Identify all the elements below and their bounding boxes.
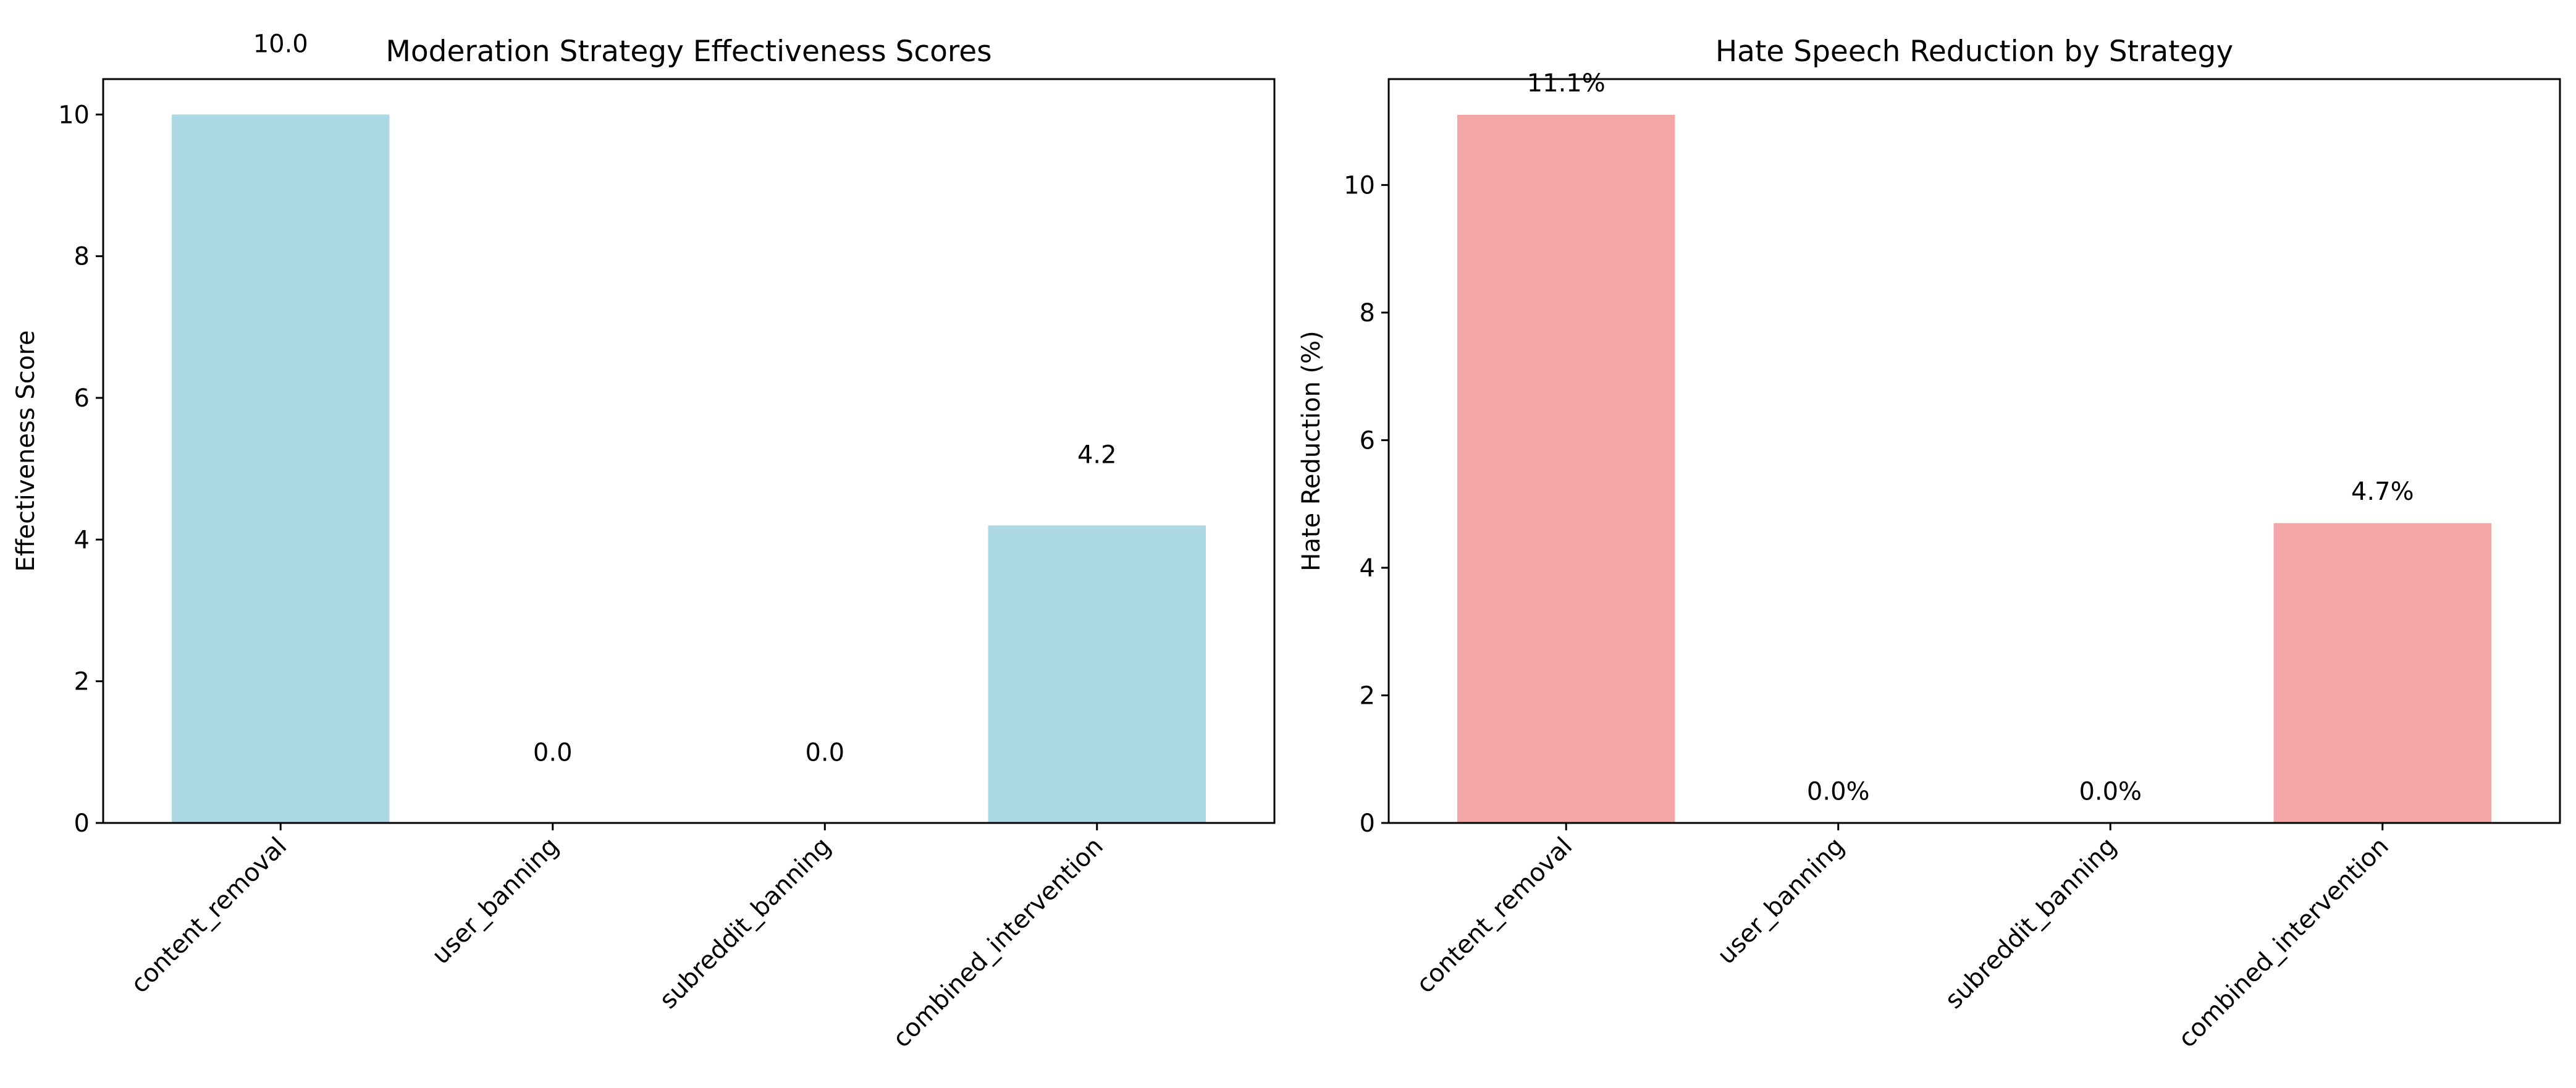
effectiveness-y-tick-label: 4 xyxy=(74,526,90,554)
hate-reduction-data-label-user_banning: 0.0% xyxy=(1807,777,1870,806)
hate-reduction-data-labels: 11.1% 0.0% 0.0% 4.7% xyxy=(1527,69,2414,806)
effectiveness-bar-combined_intervention xyxy=(988,525,1206,823)
hate-reduction-bars xyxy=(1457,114,2491,823)
effectiveness-bars xyxy=(172,114,1206,823)
hate-reduction-y-tick-label: 8 xyxy=(1360,299,1375,327)
effectiveness-y-axis-label: Effectiveness Score xyxy=(12,331,40,572)
hate-reduction-plot-frame xyxy=(1387,78,2561,824)
hate-reduction-y-ticks: 0 2 4 6 8 10 xyxy=(1344,171,1389,838)
hate-reduction-bar-content_removal xyxy=(1457,114,1675,823)
hate-reduction-y-tick-label: 4 xyxy=(1360,554,1375,583)
effectiveness-y-ticks: 0 2 4 6 8 10 xyxy=(58,101,103,838)
effectiveness-y-tick-label: 8 xyxy=(74,243,90,271)
effectiveness-plot-frame xyxy=(102,78,1276,824)
hate-reduction-data-label-subreddit_banning: 0.0% xyxy=(2079,777,2142,806)
hate-reduction-y-tick-label: 10 xyxy=(1344,171,1375,200)
hate-reduction-data-label-content_removal: 11.1% xyxy=(1527,69,1606,98)
hate-reduction-y-tick-label: 2 xyxy=(1360,681,1375,710)
effectiveness-y-tick-label: 0 xyxy=(74,809,90,838)
hate-reduction-data-label-combined_intervention: 4.7% xyxy=(2351,478,2414,506)
hate-reduction-y-axis-label: Hate Reduction (%) xyxy=(1297,331,1326,571)
effectiveness-data-label-user_banning: 0.0 xyxy=(533,738,573,767)
effectiveness-data-label-content_removal: 10.0 xyxy=(253,30,308,59)
effectiveness-y-tick-label: 2 xyxy=(74,668,90,696)
hate-reduction-y-tick-label: 0 xyxy=(1360,809,1375,838)
hate-reduction-chart-title: Hate Speech Reduction by Strategy xyxy=(1715,35,2233,69)
effectiveness-bar-content_removal xyxy=(172,114,390,823)
effectiveness-y-tick-label: 10 xyxy=(58,101,90,129)
effectiveness-chart-title: Moderation Strategy Effectiveness Scores xyxy=(385,35,991,69)
effectiveness-data-label-combined_intervention: 4.2 xyxy=(1077,441,1117,470)
hate-reduction-y-tick-label: 6 xyxy=(1360,426,1375,455)
effectiveness-data-labels: 10.0 0.0 0.0 4.2 xyxy=(253,30,1117,767)
effectiveness-y-tick-label: 6 xyxy=(74,384,90,413)
effectiveness-data-label-subreddit_banning: 0.0 xyxy=(805,738,844,767)
hate-reduction-bar-combined_intervention xyxy=(2273,523,2491,823)
